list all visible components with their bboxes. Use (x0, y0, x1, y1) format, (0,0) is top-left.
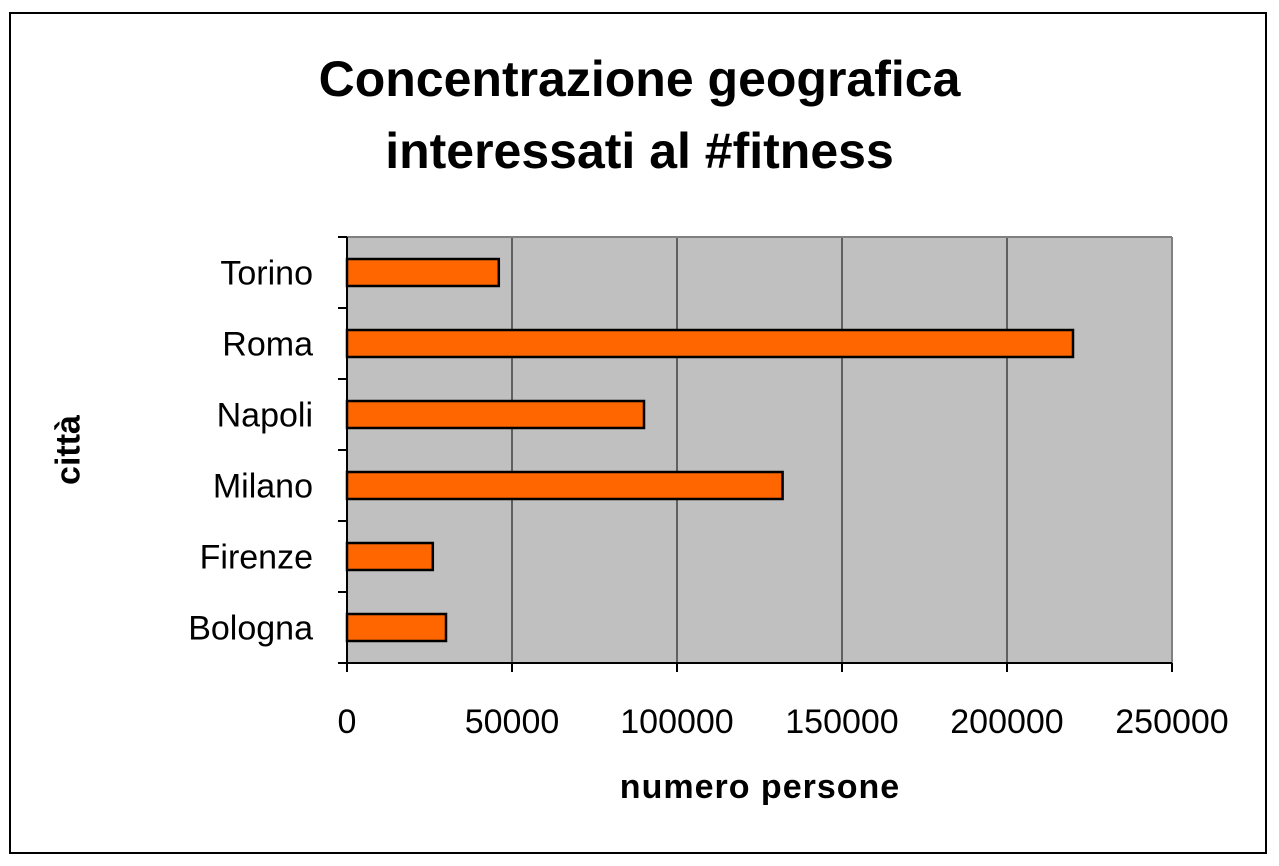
y-tick-label-napoli: Napoli (217, 397, 313, 435)
y-tick-label-firenze: Firenze (200, 539, 313, 577)
y-tick-label-milano: Milano (213, 468, 313, 506)
x-tick-label: 150000 (785, 703, 898, 741)
bar-napoli (345, 399, 646, 430)
chart-title-line-1: Concentrazione geografica (318, 51, 961, 107)
y-tick-label-torino: Torino (220, 255, 313, 293)
x-tick-label: 200000 (950, 703, 1063, 741)
y-tick-label-roma: Roma (222, 326, 313, 364)
bar-roma (345, 328, 1075, 359)
x-tick-label: 100000 (620, 703, 733, 741)
bar-firenze (345, 541, 435, 572)
x-tick-label: 50000 (465, 703, 560, 741)
plot-area (347, 237, 1172, 663)
chart-title-line-2: interessati al #fitness (385, 123, 894, 179)
bar-bologna (345, 612, 448, 643)
bar-torino (345, 257, 501, 288)
y-axis-label: città (49, 415, 88, 485)
y-tick-label-bologna: Bologna (188, 610, 313, 648)
x-tick-label: 0 (338, 703, 357, 741)
x-axis-label: numero persone (619, 768, 901, 806)
bar-milano (345, 470, 784, 501)
x-tick-label: 250000 (1115, 703, 1228, 741)
